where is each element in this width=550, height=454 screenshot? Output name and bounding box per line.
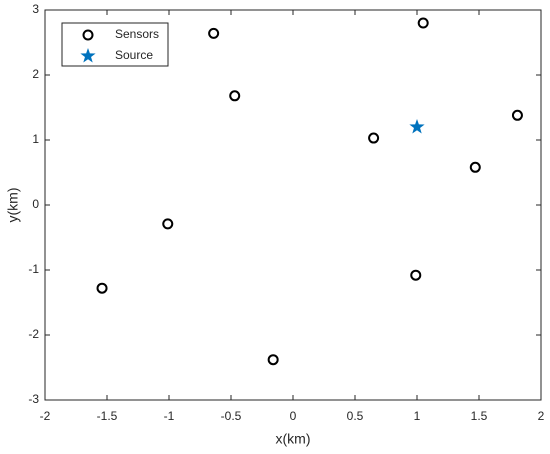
legend-label: Sensors [115,27,159,41]
circle-marker [469,161,481,173]
y-tick-label: 1 [32,132,39,146]
circle-marker [410,269,422,281]
circle-marker [229,90,241,102]
circle-marker [208,27,220,39]
x-tick-label: -1.5 [97,409,118,423]
x-tick-label: 2 [538,409,545,423]
x-tick-label: 0 [290,409,297,423]
circle-marker [267,354,279,366]
legend-marker [80,48,96,63]
legend-label: Source [115,48,153,62]
y-axis-label: y(km) [5,188,21,223]
circle-marker [417,17,429,29]
y-tick-label: -2 [28,327,39,341]
y-tick-label: -3 [28,392,39,406]
x-tick-label: -2 [40,409,51,423]
x-tick-label: 1 [414,409,421,423]
legend-marker [82,29,94,41]
x-tick-label: 0.5 [347,409,364,423]
x-tick-label: -1 [164,409,175,423]
circle-marker [368,132,380,144]
circle-marker [162,218,174,230]
y-tick-label: 2 [32,67,39,81]
y-tick-label: 3 [32,2,39,16]
x-axis-label: x(km) [276,431,311,447]
circle-marker [96,282,108,294]
legend-box [61,22,169,67]
star-marker [409,119,425,134]
x-tick-label: -0.5 [221,409,242,423]
circle-marker [511,109,523,121]
y-tick-label: -1 [28,262,39,276]
x-tick-label: 1.5 [471,409,488,423]
plot-area [44,9,542,401]
y-tick-label: 0 [32,197,39,211]
